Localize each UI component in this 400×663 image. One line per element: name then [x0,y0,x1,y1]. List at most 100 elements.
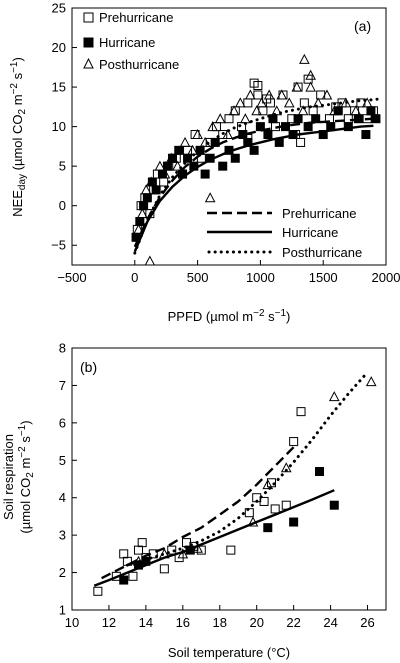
point-posthurricane-b [159,548,170,559]
x-axis-label-b: Soil temperature (°C) [168,645,290,660]
point-posthurricane-a [165,152,177,163]
x-tick-label-b: 18 [213,615,227,630]
point-hurricane-a [281,122,291,132]
point-posthurricane-a [263,89,275,100]
y-tick-label-a: 25 [52,1,66,16]
fit-line-dotted-a [133,97,382,255]
chart-panel-a: −500 0 500 1000 1500 2000 −5 0 5 10 15 20 25 (a) NEE… [9,1,400,325]
y-tick-label-b: 6 [59,415,66,430]
point-posthurricane-a [350,105,362,116]
point-prehurricane-a [237,122,247,132]
point-posthurricane-b [365,376,377,387]
x-tick-label-a: 1500 [309,270,338,285]
y-tick-label-b: 3 [59,528,66,543]
legend-label-posthurricane: Posthurricane [99,57,179,72]
point-hurricane-a [274,137,284,147]
point-hurricane-a [210,137,220,147]
point-posthurricane-b [328,391,340,402]
x-tick-label-a: 0 [131,270,138,285]
point-posthurricane-b [247,516,259,527]
fit-line-dashed-a [133,117,374,248]
point-prehurricane-b [281,500,291,510]
legend-filled-square-marker [83,37,94,48]
point-prehurricane-a [224,114,234,124]
point-hurricane-b [185,545,195,555]
point-hurricane-b [141,556,151,566]
point-posthurricane-a [144,255,156,266]
legend-line-label-prehurricane: Prehurricane [282,206,356,221]
point-hurricane-a [263,130,273,140]
point-hurricane-a [151,185,161,195]
point-prehurricane-b [226,545,236,555]
point-posthurricane-a [187,144,198,155]
y-tick-label-a: 20 [52,40,66,55]
point-hurricane-b [289,517,299,527]
point-prehurricane-b [133,545,143,555]
y-tick-label-b: 5 [59,453,66,468]
x-tick-label-a: 500 [187,270,209,285]
legend-label-prehurricane: Prehurricane [99,10,173,25]
point-posthurricane-a [305,69,316,80]
x-tick-label-a: 2000 [372,270,400,285]
point-posthurricane-a [159,168,171,179]
point-hurricane-a [343,122,353,132]
x-tick-label-b: 22 [286,615,300,630]
point-hurricane-a [178,169,188,179]
point-prehurricane-a [196,153,206,163]
point-hurricane-a [195,145,205,155]
point-posthurricane-b [280,462,292,473]
point-hurricane-a [162,161,172,171]
point-prehurricane-a [308,106,318,116]
y-tick-label-b: 2 [59,565,66,580]
point-hurricane-a [366,106,376,116]
point-posthurricane-a [199,136,211,147]
x-axis-label-a: PPFD (µmol m−2 s−1) [168,308,291,324]
point-posthurricane-a [140,184,152,195]
point-posthurricane-a [133,223,144,234]
point-prehurricane-b [270,504,280,514]
point-prehurricane-b [128,571,138,581]
point-hurricane-a [326,122,336,132]
point-posthurricane-a [137,208,148,219]
point-hurricane-a [353,114,363,124]
point-hurricane-a [218,161,228,171]
point-hurricane-a [205,153,215,163]
point-posthurricane-a [321,89,333,100]
mark-layer-a [131,53,382,266]
point-hurricane-b [263,523,273,533]
panel-label-a: (a) [354,18,371,34]
point-prehurricane-a [253,80,263,90]
point-posthurricane-a [299,53,310,64]
point-prehurricane-b [182,538,192,548]
x-tick-label-b: 20 [249,615,263,630]
point-prehurricane-b [289,437,299,447]
point-hurricane-a [288,130,298,140]
point-hurricane-b [315,467,325,477]
legend-line-label-posthurricane: Posthurricane [282,245,362,260]
point-hurricane-a [230,153,240,163]
point-prehurricane-a [296,137,306,147]
point-hurricane-a [243,137,253,147]
point-hurricane-a [139,201,149,211]
point-prehurricane-b [159,564,169,574]
point-prehurricane-a [243,98,253,108]
point-hurricane-a [249,145,259,155]
point-posthurricane-a [172,160,183,171]
point-posthurricane-a [361,97,373,108]
fit-line-solid-b [93,489,335,587]
point-hurricane-a [318,130,328,140]
point-hurricane-a [189,161,199,171]
legend-line-label-hurricane: Hurricane [282,225,338,240]
x-tick-label-b: 16 [176,615,190,630]
x-tick-label-b: 12 [102,615,116,630]
y-axis-label-b-line1: Soil respiration [1,434,16,520]
point-posthurricane-a [297,105,309,116]
x-tick-label-b: 24 [323,615,337,630]
legend-label-hurricane: Hurricane [99,35,155,50]
point-prehurricane-a [362,114,372,124]
point-posthurricane-b [177,548,189,559]
point-hurricane-a [183,153,193,163]
point-prehurricane-b [259,496,269,506]
point-hurricane-a [371,114,381,124]
